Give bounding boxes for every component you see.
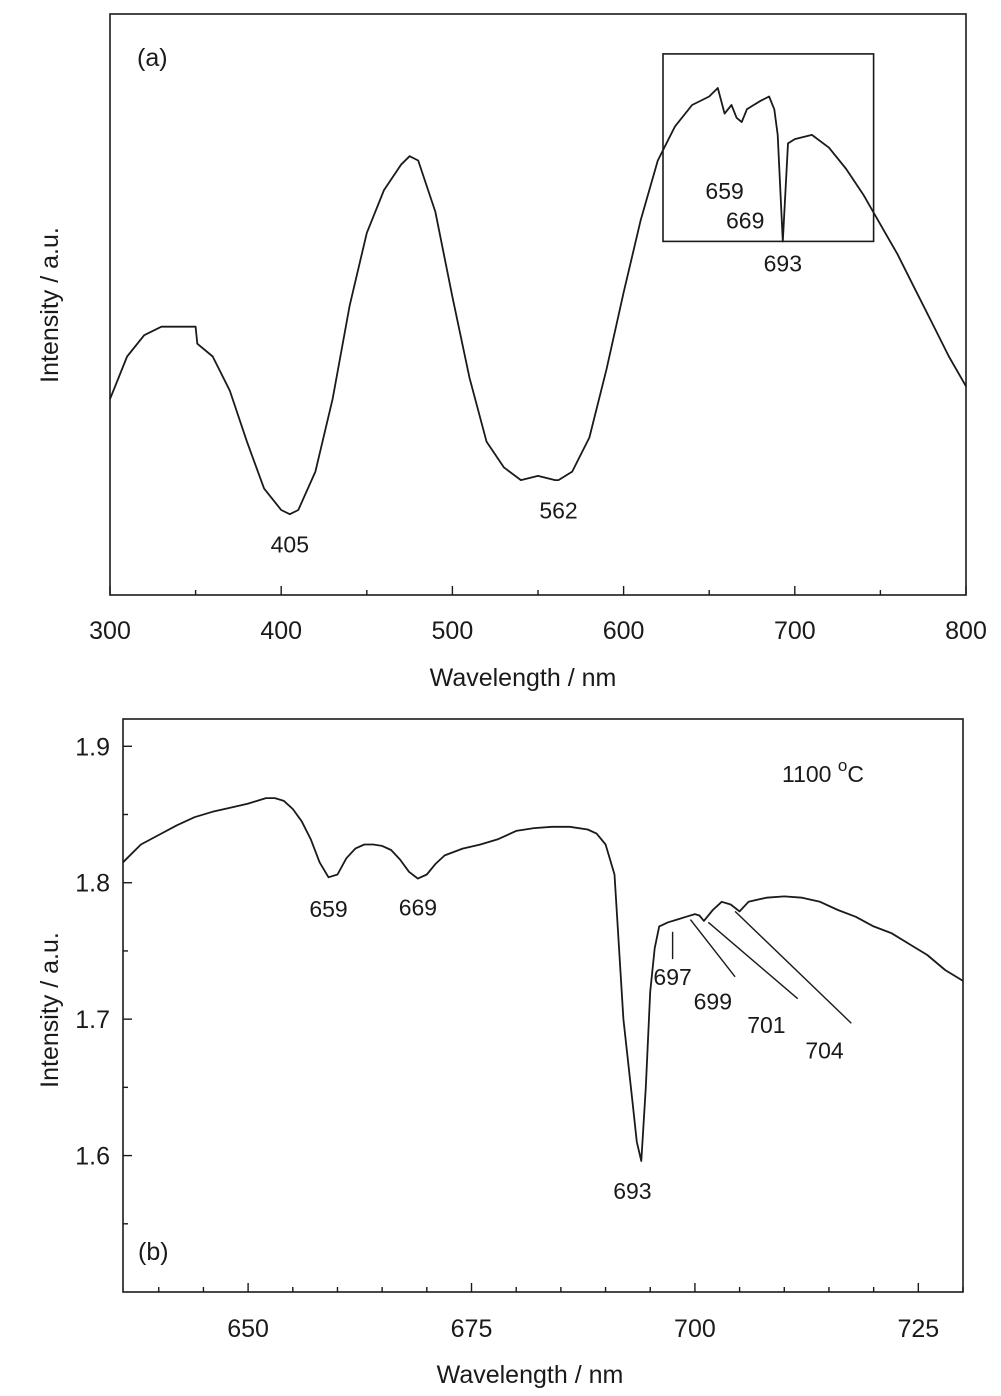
temperature-unit: C	[847, 761, 864, 787]
panel-a-peak-label: 405	[271, 532, 309, 558]
panel-a-peak-label: 659	[705, 178, 743, 204]
panel-a-x-tick-label: 400	[260, 617, 302, 645]
panel-b-x-tick-label: 725	[897, 1315, 939, 1343]
panel-b-x-axis-label: Wavelength / nm	[437, 1361, 624, 1389]
panel-b-leader-line	[734, 910, 852, 1024]
panel-a-peak-label: 693	[764, 250, 802, 276]
panel-a-x-tick-label: 700	[774, 617, 816, 645]
panel-a-label: (a)	[137, 44, 168, 72]
panel-b-tick-labels: 650 675 700 725 1.6 1.7 1.8 1.9	[75, 733, 939, 1343]
panel-a-x-tick-labels: 300 400 500 600 700 800	[89, 617, 987, 645]
panel-b-leader-line	[689, 919, 736, 978]
panel-a-x-tick-label: 800	[945, 617, 987, 645]
panel-b-peak-label: 669	[399, 895, 437, 921]
panel-b-peak-label: 659	[309, 896, 347, 922]
panel-b-temperature-label: 1100 oC	[782, 756, 864, 787]
temperature-value: 1100	[782, 761, 838, 787]
panel-a-x-ticks	[109, 586, 967, 595]
panel-b-x-tick-label: 700	[674, 1315, 716, 1343]
degree-superscript: o	[838, 756, 847, 775]
panel-b-x-tick-label: 650	[227, 1315, 269, 1343]
panel-a-peak-label: 669	[726, 208, 764, 234]
panel-a-x-tick-label: 500	[432, 617, 474, 645]
panel-a-inset-box	[662, 53, 875, 243]
panel-b-label: (b)	[138, 1238, 169, 1266]
panel-b-y-tick-label: 1.7	[75, 1006, 110, 1034]
panel-b-leader-lines	[671, 910, 852, 1024]
panel-b-y-axis-label: Intensity / a.u.	[36, 932, 64, 1088]
panel-a-x-axis-label: Wavelength / nm	[430, 664, 617, 692]
panel-b-y-tick-label: 1.8	[75, 870, 110, 898]
panel-a-peak-label: 562	[539, 498, 577, 524]
panel-b-peak-label: 693	[613, 1178, 651, 1204]
panel-b-y-tick-label: 1.9	[75, 733, 110, 761]
panel-a-x-tick-label: 300	[89, 617, 131, 645]
panel-a-plot-frame	[109, 13, 967, 596]
panel-b-leader-line	[707, 921, 799, 1000]
panel-b-peak-label: 701	[747, 1012, 785, 1038]
panel-a-spectrum-line	[109, 87, 967, 516]
panel-b-spectrum-line	[122, 797, 964, 1162]
panel-b-y-tick-label: 1.6	[75, 1143, 110, 1171]
panel-b-chart: 650 675 700 725 1.6 1.7 1.8 1.9 659 669 693 697699…	[36, 718, 964, 1389]
panel-b-plot-frame	[122, 718, 964, 1293]
panel-b-peak-label: 697	[653, 964, 691, 990]
panel-b-peak-label: 699	[694, 989, 732, 1015]
panel-a-x-tick-label: 600	[603, 617, 645, 645]
panel-b-peak-label: 704	[805, 1038, 844, 1064]
panel-b-x-tick-label: 675	[451, 1315, 493, 1343]
panel-b-ticks	[123, 745, 964, 1292]
panel-a-y-axis-label: Intensity / a.u.	[36, 227, 64, 383]
